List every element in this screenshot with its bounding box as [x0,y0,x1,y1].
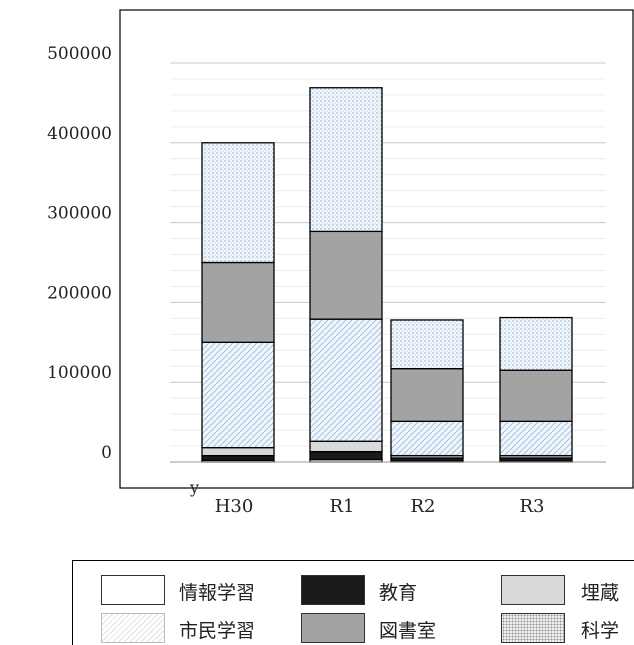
bar-segment-R1-3 [309,318,383,442]
legend-swatch [501,575,565,605]
bar-segment-H30-2 [201,446,275,457]
bar-segment-R3-5 [499,316,573,371]
y-tick-label: 300000 [47,204,112,224]
y-tick-label: 0 [101,443,112,463]
legend-label: 情報学習 [179,582,256,604]
stacked-bar-chart: 0 100000 200000 300000 400000 500000 H30 R1 R2 R… [47,9,634,517]
bar-segment-R2-3 [390,420,464,457]
bar-segment-R1-4 [309,230,383,320]
legend-swatch [101,613,165,643]
y-tick-label: 500000 [47,44,112,64]
bar-segment-R3-3 [499,420,573,457]
x-tick-label: R3 [519,496,544,517]
bar-segment-H30-5 [201,142,275,264]
bar-segment-R2-4 [390,367,464,422]
legend-label: 市民学習 [179,620,256,642]
legend-swatch [301,613,365,643]
bar-segment-R2-5 [390,319,464,370]
bar-segment-H30-4 [201,261,275,343]
x-tick-label: R2 [410,496,435,517]
bars [170,87,606,463]
legend-swatch [301,575,365,605]
legend-label: 埋蔵 [581,582,620,604]
legend-swatch [501,613,565,643]
y-tick-label: 400000 [47,124,112,144]
legend: 情報学習 教育 埋蔵市民学習 図書室 科学 [72,560,634,645]
bar-segment-R3-4 [499,369,573,422]
bar-segment-H30-1 [201,454,275,462]
x-tick-label: H30 [215,496,254,517]
bar-segment-R1-1 [309,450,383,461]
y-tick-label: 100000 [47,363,112,383]
legend-label: 図書室 [379,620,437,642]
x-tick-label: R1 [329,496,354,517]
y-axis-ticks: 0 100000 200000 300000 400000 500000 [47,44,112,463]
bar-segment-R1-2 [309,440,383,453]
legend-label: 教育 [379,582,418,604]
y-tick-label: 200000 [47,283,112,303]
bar-segment-R1-5 [309,87,383,233]
x-axis-ticks: H30 R1 R2 R3 [215,496,545,517]
legend-label: 科学 [581,620,620,642]
bar-segment-H30-3 [201,341,275,449]
plot-frame [119,9,634,489]
stray-mark: y [189,478,199,497]
legend-swatch [101,575,165,605]
